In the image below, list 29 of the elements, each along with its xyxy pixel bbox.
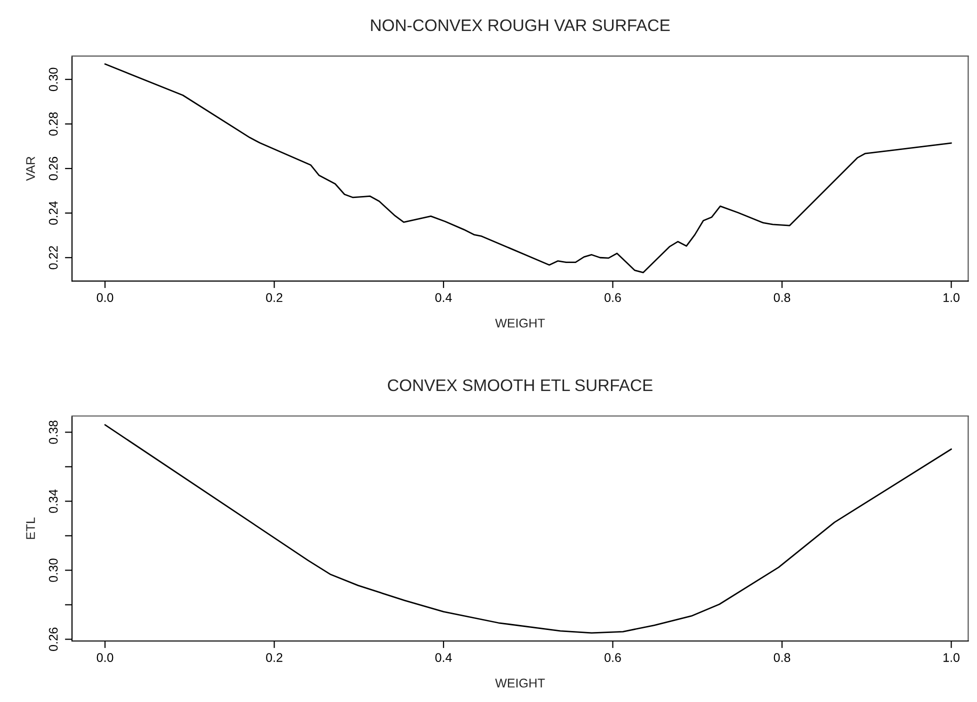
x-tick-label: 0.8 <box>774 653 790 662</box>
x-tick-label: 0.2 <box>266 653 282 662</box>
x-tick-label: 0.2 <box>266 293 282 302</box>
y-tick-label: 0.22 <box>48 246 58 270</box>
x-tick-label: 0.4 <box>435 293 452 302</box>
x-tick-label: 0.6 <box>604 293 621 302</box>
x-axis-title: WEIGHT <box>495 678 545 688</box>
x-tick-label: 0.6 <box>604 653 621 662</box>
chart-title: NON-CONVEX ROUGH VAR SURFACE <box>371 19 670 32</box>
y-axis-title: ETL <box>26 517 35 539</box>
x-tick-label: 0.0 <box>96 293 114 302</box>
y-tick-label: 0.30 <box>48 558 58 582</box>
y-tick-label: 0.38 <box>48 420 58 444</box>
y-tick-label: 0.26 <box>48 156 58 180</box>
y-tick-label: 0.26 <box>48 628 58 651</box>
x-tick-label: 0.8 <box>774 293 790 302</box>
x-tick-label: 1.0 <box>944 293 960 302</box>
y-tick-label: 0.28 <box>48 112 58 136</box>
y-tick-label: 0.24 <box>48 201 58 225</box>
line-series <box>104 424 952 634</box>
x-tick-label: 0.4 <box>435 653 452 662</box>
y-tick-label: 0.30 <box>48 68 58 92</box>
line-series <box>104 63 952 274</box>
y-axis-title: VAR <box>26 156 35 181</box>
chart-title: CONVEX SMOOTH ETL SURFACE <box>388 379 652 392</box>
y-tick-label: 0.34 <box>48 489 58 513</box>
x-axis-title: WEIGHT <box>495 318 545 328</box>
x-tick-label: 1.0 <box>944 653 960 662</box>
x-tick-label: 0.0 <box>96 653 114 662</box>
